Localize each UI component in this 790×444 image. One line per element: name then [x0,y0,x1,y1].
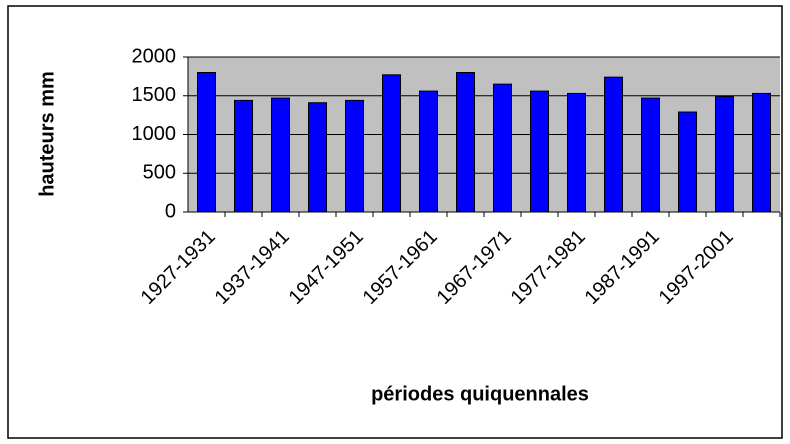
x-axis-title: périodes quiquennales [371,383,589,405]
bar [197,72,216,213]
y-axis-title: hauteurs mm [36,71,58,197]
bar [604,76,623,213]
bar [382,74,401,213]
bar [715,96,734,213]
y-tick-label: 2000 [132,45,177,67]
y-tick-label: 1500 [132,84,177,106]
bar [419,90,438,213]
bar [456,72,475,213]
bar [308,102,327,213]
y-tick-label: 500 [143,162,176,184]
y-tick-label: 0 [165,200,176,222]
bar [641,97,660,213]
bar [234,99,253,213]
bar [493,83,512,213]
bar [752,92,771,213]
bar [271,97,290,213]
bar [530,90,549,213]
bar [567,92,586,213]
bar [345,99,364,213]
bar [678,111,697,213]
y-tick-label: 1000 [132,123,177,145]
